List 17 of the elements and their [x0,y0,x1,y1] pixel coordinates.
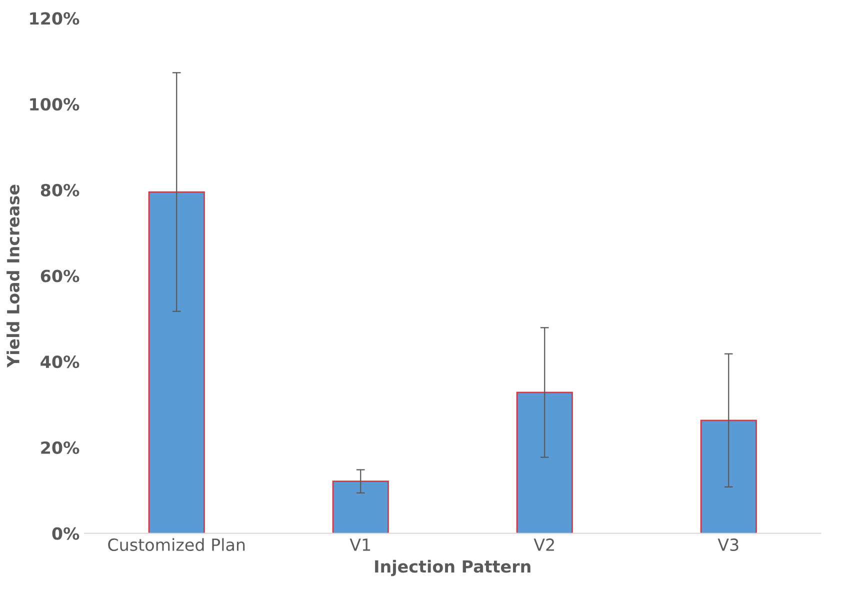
y-tick-label: 0% [52,527,80,540]
y-tick-label: 40% [40,356,80,368]
x-tick-label: V3 [718,538,738,552]
bar [700,420,757,534]
bar [148,191,205,534]
y-tick-label: 100% [30,98,80,111]
x-tick-label: V2 [534,538,554,551]
y-tick-label: 120% [30,12,80,25]
x-tick-label: V1 [350,538,370,551]
x-axis-title: Injection Pattern [375,560,530,576]
bar [332,480,389,534]
y-tick-label: 20% [41,441,80,454]
y-tick-label: 80% [40,184,80,196]
x-tick-label: Customized Plan [108,538,245,552]
bar [516,392,573,534]
y-tick-label: 60% [40,270,80,282]
y-axis-title: Yield Load Increase [6,184,20,368]
